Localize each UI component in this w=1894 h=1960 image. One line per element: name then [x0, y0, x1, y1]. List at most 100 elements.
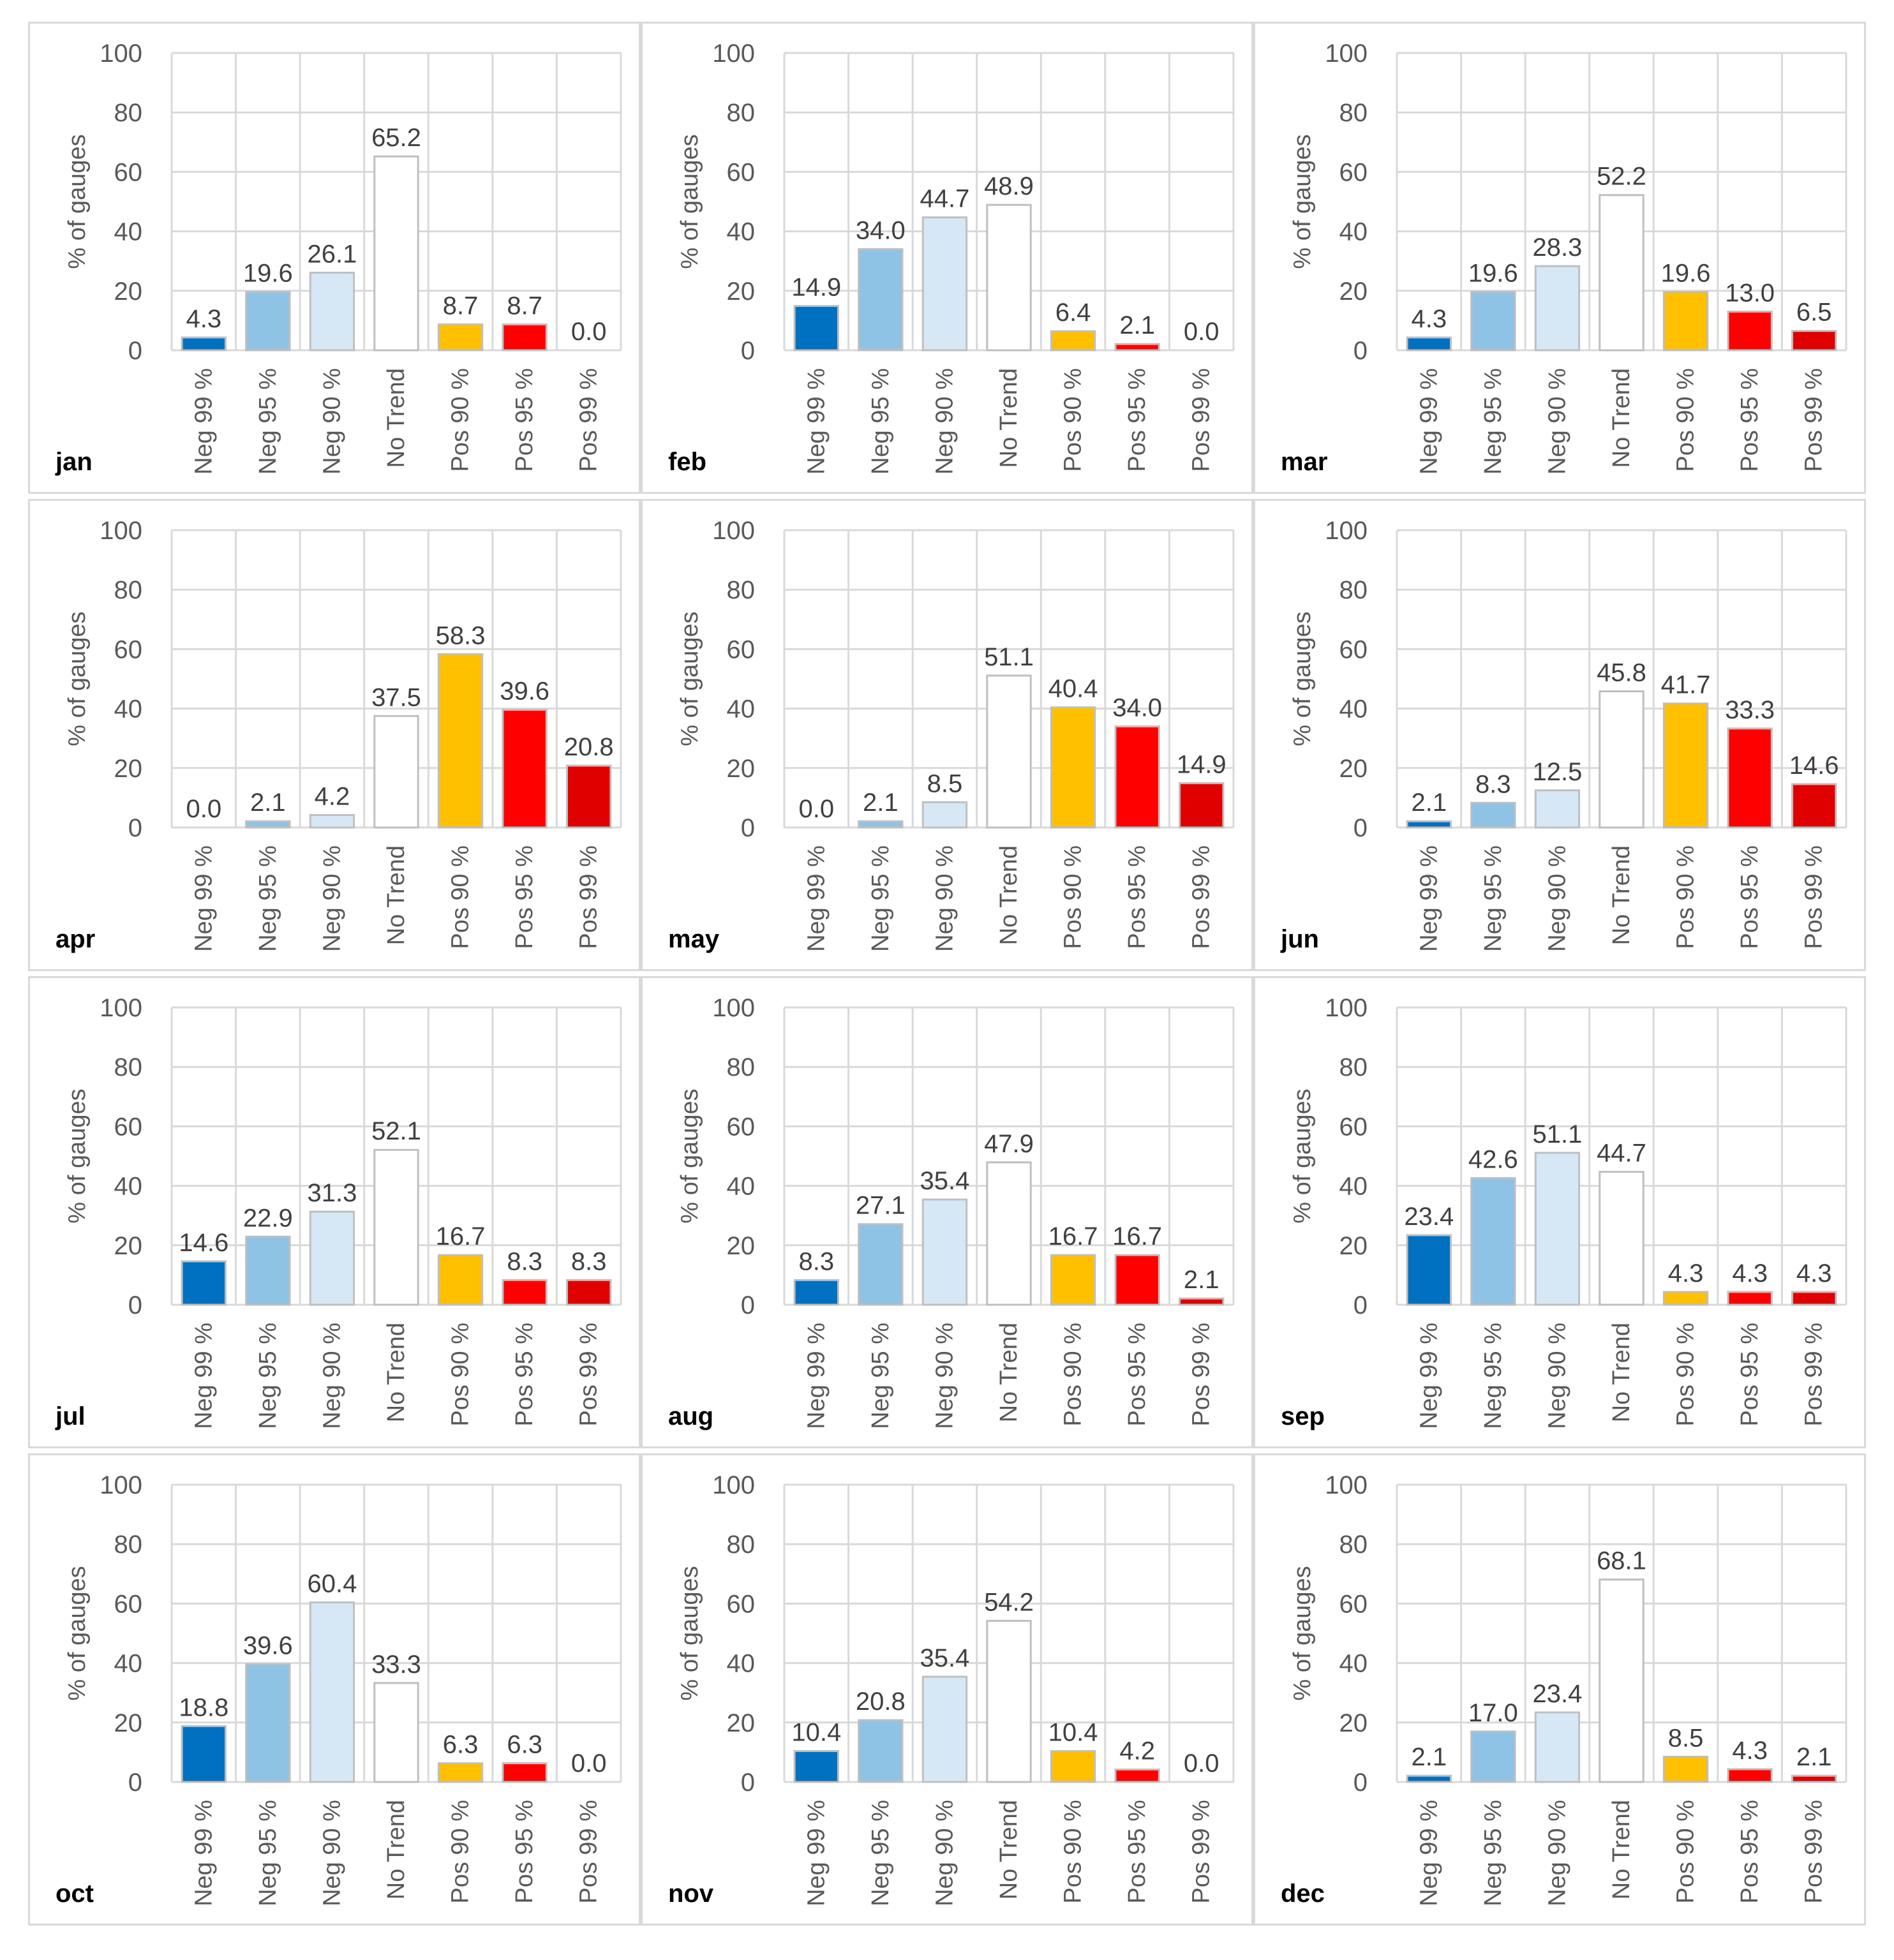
data-label: 14.9 [1177, 751, 1227, 779]
chart-panel-jan: 0 20 40 60 80 100 % of gauges 4.3 Neg 99 % 19.6 Ne… [28, 22, 641, 494]
bar-oct-5 [502, 1762, 548, 1783]
data-label: 27.1 [856, 1192, 906, 1220]
bar-aug-2 [921, 1198, 968, 1306]
x-tick-label: Neg 99 % [190, 368, 217, 475]
x-tick-label: Pos 90 % [1060, 368, 1087, 472]
x-tick-label: No Trend [383, 1800, 410, 1899]
data-label: 4.3 [1796, 1259, 1832, 1288]
y-tick-label: 20 [1339, 755, 1368, 783]
bar-nov-0 [793, 1750, 839, 1783]
y-tick-label: 100 [712, 994, 755, 1022]
data-label: 20.8 [564, 733, 614, 761]
y-axis-label: % of gauges [64, 611, 91, 746]
bar-feb-5 [1114, 343, 1160, 352]
x-tick-label: Neg 99 % [803, 1800, 830, 1906]
y-tick-label: 40 [114, 695, 143, 724]
bar-dec-1 [1470, 1730, 1516, 1783]
y-tick-label: 0 [128, 1769, 142, 1797]
month-label: may [668, 925, 720, 953]
bar-aug-3 [986, 1161, 1032, 1306]
bar-jul-5 [502, 1279, 548, 1306]
y-tick-label: 40 [727, 1650, 756, 1678]
data-label: 45.8 [1597, 659, 1646, 687]
data-label: 28.3 [1532, 234, 1582, 262]
chart-svg-jul: 0 20 40 60 80 100 % of gauges 14.6 Neg 99 % 22.9 N… [55, 994, 622, 1430]
data-label: 34.0 [1112, 694, 1162, 722]
month-label: sep [1281, 1402, 1325, 1430]
x-tick-label: Pos 95 % [511, 845, 538, 949]
x-tick-label: Neg 99 % [803, 1323, 830, 1429]
y-tick-label: 100 [100, 1471, 142, 1499]
data-label: 22.9 [243, 1204, 293, 1232]
x-tick-label: Pos 90 % [447, 368, 474, 472]
y-axis-label: % of gauges [64, 1566, 91, 1700]
y-tick-label: 20 [114, 1232, 143, 1260]
data-label: 18.8 [179, 1693, 228, 1721]
y-tick-label: 100 [1325, 1471, 1368, 1499]
x-tick-label: Pos 95 % [1124, 845, 1151, 949]
chart-panel-mar: 0 20 40 60 80 100 % of gauges 4.3 Neg 99 % 19.6 Ne… [1253, 22, 1866, 494]
chart-svg-jun: 0 20 40 60 80 100 % of gauges 2.1 Neg 99 % 8.3 Neg… [1280, 517, 1847, 953]
chart-svg-sep: 0 20 40 60 80 100 % of gauges 23.4 Neg 99 % 42.6 N… [1281, 994, 1847, 1430]
x-tick-label: Pos 99 % [576, 1323, 602, 1427]
y-tick-label: 40 [727, 1173, 756, 1201]
month-label: mar [1281, 448, 1327, 476]
x-tick-label: Pos 99 % [1188, 1800, 1215, 1904]
y-tick-label: 20 [727, 1709, 756, 1737]
chart-svg-aug: 0 20 40 60 80 100 % of gauges 8.3 Neg 99 % 27.1 Ne… [668, 994, 1235, 1430]
data-label: 35.4 [920, 1644, 969, 1672]
data-label: 4.3 [1668, 1259, 1704, 1288]
x-tick-label: Neg 90 % [318, 845, 345, 952]
x-tick-label: Pos 99 % [1188, 845, 1215, 949]
y-tick-label: 60 [727, 635, 756, 664]
x-tick-label: Neg 95 % [255, 1800, 281, 1906]
data-label: 13.0 [1725, 279, 1775, 307]
x-tick-label: Pos 90 % [1673, 1323, 1699, 1427]
x-tick-label: Neg 95 % [1480, 845, 1507, 952]
data-label: 0.0 [186, 795, 221, 823]
x-tick-label: No Trend [1608, 845, 1635, 945]
data-label: 33.3 [1725, 696, 1775, 724]
y-tick-label: 0 [1353, 1291, 1368, 1319]
bar-aug-1 [858, 1223, 904, 1306]
y-tick-label: 60 [114, 635, 143, 664]
bar-feb-2 [921, 216, 968, 352]
data-label: 65.2 [371, 124, 421, 152]
y-tick-label: 40 [727, 218, 756, 246]
data-label: 2.1 [1184, 1266, 1219, 1294]
data-label: 6.5 [1796, 299, 1832, 327]
data-label: 44.7 [920, 185, 969, 213]
bar-apr-3 [373, 715, 419, 829]
x-tick-label: Pos 99 % [576, 845, 602, 949]
y-tick-label: 80 [114, 1531, 143, 1559]
bar-jan-4 [437, 323, 484, 352]
data-label: 2.1 [863, 789, 899, 817]
data-label: 41.7 [1661, 671, 1711, 699]
bar-sep-6 [1791, 1291, 1837, 1306]
bar-may-6 [1179, 782, 1225, 829]
data-label: 8.3 [571, 1247, 607, 1275]
month-label: jun [1280, 925, 1319, 953]
y-tick-label: 20 [114, 755, 143, 783]
chart-svg-nov: 0 20 40 60 80 100 % of gauges 10.4 Neg 99 % 20.8 N… [668, 1471, 1235, 1908]
bar-aug-0 [793, 1279, 839, 1306]
chart-panel-oct: 0 20 40 60 80 100 % of gauges 18.8 Neg 99 % 39.6 N… [28, 1453, 641, 1926]
x-tick-label: Neg 99 % [190, 1800, 217, 1906]
x-tick-label: Neg 99 % [803, 845, 830, 952]
y-tick-label: 80 [1339, 576, 1368, 604]
data-label: 31.3 [307, 1179, 357, 1207]
data-label: 12.5 [1532, 758, 1582, 786]
bar-sep-2 [1534, 1152, 1581, 1306]
data-label: 42.6 [1468, 1145, 1518, 1173]
data-label: 2.1 [1411, 1743, 1447, 1771]
x-tick-label: Pos 95 % [1736, 1323, 1763, 1427]
data-label: 44.7 [1597, 1140, 1646, 1168]
x-tick-label: Neg 90 % [1544, 845, 1570, 952]
bar-mar-4 [1662, 291, 1709, 352]
bar-nov-2 [921, 1675, 968, 1783]
x-tick-label: Pos 99 % [1801, 845, 1828, 949]
bar-sep-1 [1470, 1177, 1516, 1306]
bar-oct-2 [309, 1601, 355, 1783]
x-tick-label: Pos 95 % [511, 1800, 538, 1904]
y-tick-label: 80 [1339, 99, 1368, 127]
